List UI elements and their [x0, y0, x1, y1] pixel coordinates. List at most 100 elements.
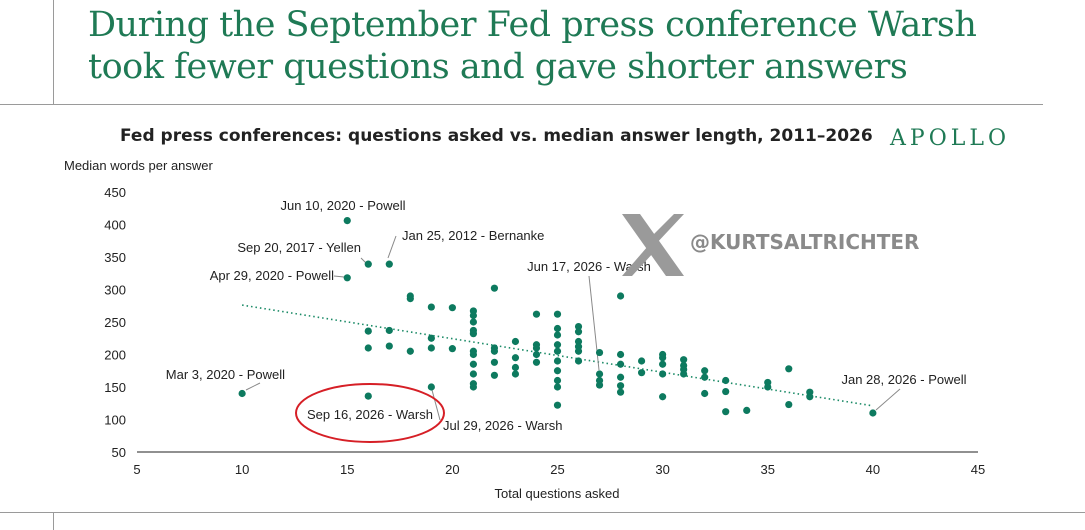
divider-vertical-top [53, 0, 54, 104]
y-axis-label: Median words per answer [64, 158, 214, 173]
annotation-leader [333, 275, 345, 278]
data-point [722, 387, 730, 396]
data-point [595, 370, 604, 378]
annotation-label: Jan 25, 2012 - Bernanke [402, 228, 544, 243]
watermark-handle: @KURTSALTRICHTER [690, 230, 920, 254]
data-point [490, 347, 499, 355]
data-point [616, 350, 625, 359]
y-tick-label: 200 [104, 348, 126, 363]
data-point [638, 357, 646, 365]
data-point [364, 392, 372, 400]
data-point [511, 370, 520, 378]
data-point [364, 344, 372, 352]
y-tick-label: 250 [104, 315, 126, 330]
data-point [659, 354, 667, 362]
x-tick-label: 25 [550, 462, 564, 477]
chart-title: Fed press conferences: questions asked v… [120, 126, 873, 146]
x-tick-label: 40 [866, 462, 880, 477]
data-point [511, 363, 520, 372]
x-tick-label: 35 [761, 462, 775, 477]
data-point [427, 383, 435, 391]
data-point [385, 342, 393, 350]
annotation-label: Jun 17, 2026 - Warsh [527, 259, 651, 274]
data-point [490, 358, 499, 366]
data-point [701, 389, 709, 398]
data-point [553, 331, 562, 339]
data-point [532, 350, 541, 359]
annotation-leader [245, 382, 261, 391]
data-point [553, 347, 562, 355]
data-point [680, 370, 688, 378]
y-tick-label: 350 [104, 250, 126, 265]
data-point [553, 357, 562, 365]
data-point [574, 337, 583, 346]
watermark: @KURTSALTRICHTER [618, 210, 920, 280]
data-point [553, 324, 562, 333]
data-point [511, 337, 520, 346]
data-point [511, 354, 520, 362]
x-tick-label: 5 [133, 462, 140, 477]
x-tick-label: 20 [445, 462, 459, 477]
data-point [638, 369, 646, 377]
data-point [427, 334, 435, 342]
divider-top [0, 104, 1043, 105]
data-point [553, 341, 562, 349]
x-axis-label: Total questions asked [494, 486, 619, 501]
x-tick-label: 45 [971, 462, 985, 477]
x-logo-icon [622, 214, 684, 276]
data-point [616, 388, 625, 396]
x-ticks: 5 10 15 20 25 30 35 40 45 [133, 462, 985, 477]
data-point [574, 328, 583, 336]
annotation-leader [588, 275, 600, 371]
data-point [785, 365, 793, 373]
data-point [385, 260, 393, 268]
data-point [722, 376, 730, 385]
x-tick-label: 10 [235, 462, 249, 477]
data-point [553, 376, 562, 385]
data-point [532, 310, 541, 318]
data-point [364, 260, 372, 268]
annotation-leader [875, 388, 901, 411]
data-point [532, 358, 541, 366]
data-point [785, 400, 793, 409]
data-point [680, 356, 688, 364]
data-point [722, 408, 730, 416]
data-point [406, 295, 414, 303]
annotation-label: Apr 29, 2020 - Powell [210, 268, 334, 283]
data-point [448, 304, 456, 312]
y-tick-label: 450 [104, 185, 126, 200]
y-tick-label: 100 [104, 413, 126, 428]
y-tick-label: 300 [104, 283, 126, 298]
data-point [553, 383, 562, 391]
annotation-label: Sep 20, 2017 - Yellen [237, 240, 361, 255]
brand-logo: APOLLO [890, 126, 1010, 151]
x-tick-label: 30 [655, 462, 669, 477]
data-point [469, 311, 477, 320]
x-tick-label: 15 [340, 462, 354, 477]
annotation-leader [360, 257, 367, 264]
divider-vertical-bottom [53, 512, 54, 530]
data-point [553, 401, 562, 409]
data-point [595, 348, 604, 357]
highlight-circle [295, 383, 445, 443]
data-point [406, 347, 414, 355]
data-point [616, 360, 625, 368]
data-point [806, 393, 814, 401]
data-point [659, 360, 667, 368]
data-point [427, 303, 435, 311]
data-point [490, 284, 499, 292]
data-point [238, 389, 246, 398]
data-point [869, 409, 877, 417]
data-point [574, 322, 583, 331]
y-ticks: 50 100 150 200 250 300 350 400 450 [104, 185, 126, 460]
data-point [616, 373, 625, 381]
data-point [701, 367, 709, 375]
headline: During the September Fed press conferenc… [88, 5, 977, 87]
data-point [385, 326, 393, 335]
data-point [448, 345, 456, 353]
data-point [553, 310, 562, 318]
y-tick-label: 50 [112, 445, 126, 460]
data-point [469, 318, 477, 326]
annotation-label: Mar 3, 2020 - Powell [166, 367, 285, 382]
data-point [764, 383, 772, 391]
